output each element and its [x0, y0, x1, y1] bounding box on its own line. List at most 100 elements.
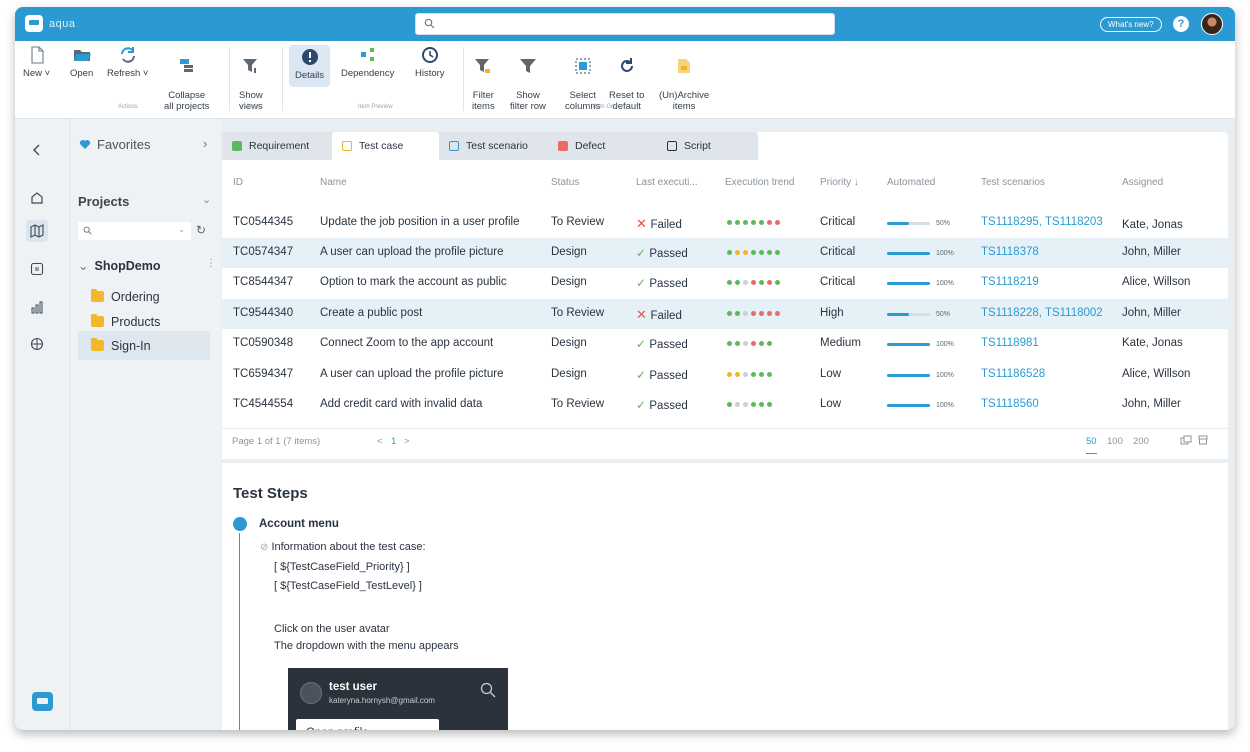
cell-id[interactable]: TC0544345: [233, 216, 294, 228]
folder-products[interactable]: Products: [78, 307, 210, 336]
cell-name[interactable]: Add credit card with invalid data: [320, 398, 483, 410]
pager-next[interactable]: >: [404, 436, 410, 447]
page-size-200[interactable]: 200: [1133, 436, 1149, 447]
table-row[interactable]: TC8544347 Option to mark the account as p…: [222, 268, 1228, 298]
filter-items-button[interactable]: Filter items: [472, 45, 495, 112]
automated-percent: 100%: [936, 280, 954, 287]
rail-home[interactable]: [26, 187, 48, 209]
cell-name[interactable]: Update the job position in a user profil…: [320, 216, 520, 228]
last-execution-label: Passed: [649, 278, 688, 290]
table-row[interactable]: TC0574347 A user can upload the profile p…: [222, 238, 1228, 268]
tab-defect[interactable]: Defect: [548, 132, 644, 160]
tab-requirement[interactable]: Requirement: [222, 132, 332, 160]
cell-test-scenarios[interactable]: TS1118560: [981, 398, 1039, 410]
cell-test-scenarios[interactable]: TS1118378: [981, 246, 1039, 258]
col-header-automated[interactable]: Automated: [887, 177, 936, 188]
user-avatar[interactable]: [1201, 13, 1223, 35]
rail-reports[interactable]: [26, 296, 48, 318]
global-search-input[interactable]: [415, 13, 835, 35]
cell-test-scenarios[interactable]: TS1118228, TS1118002: [981, 307, 1103, 319]
cell-id[interactable]: TC0574347: [233, 246, 294, 258]
col-header-execution-trend[interactable]: Execution trend: [725, 177, 795, 188]
cell-name[interactable]: A user can upload the profile picture: [320, 246, 504, 258]
pager-prev[interactable]: <: [377, 436, 383, 447]
tab-script[interactable]: Script: [644, 132, 758, 160]
cell-id[interactable]: TC9544340: [233, 307, 294, 319]
show-filter-row-button[interactable]: Show filter row: [510, 45, 546, 112]
col-header-last-execution[interactable]: Last executi...: [636, 177, 698, 188]
history-button[interactable]: History: [415, 45, 445, 79]
cell-id[interactable]: TC8544347: [233, 276, 294, 288]
cell-name[interactable]: Create a public post: [320, 307, 423, 319]
folder-sign-in[interactable]: Sign-In: [78, 331, 210, 360]
tab-test-case[interactable]: Test case: [332, 132, 439, 160]
table-row[interactable]: TC0544345 Update the job position in a us…: [222, 208, 1228, 238]
dropdown-caret-icon[interactable]: ⌄: [178, 225, 185, 234]
select-columns-button[interactable]: Select columns: [565, 45, 600, 112]
cell-test-scenarios[interactable]: TS1118219: [981, 276, 1039, 288]
favorites-item[interactable]: Favorites: [79, 137, 150, 152]
check-icon: ✓: [636, 337, 650, 351]
cell-id[interactable]: TC6594347: [233, 368, 294, 380]
cell-status: To Review: [551, 216, 605, 228]
chevron-right-icon[interactable]: ›: [203, 136, 208, 151]
rail-map[interactable]: [26, 220, 48, 242]
tab-test-scenario[interactable]: Test scenario: [439, 132, 548, 160]
reset-default-button[interactable]: Reset to default: [609, 45, 644, 112]
details-button[interactable]: Details: [289, 45, 331, 87]
automated-progress-fill: [887, 343, 930, 346]
col-header-test-scenarios[interactable]: Test scenarios: [981, 177, 1045, 188]
trend-dot: [767, 372, 772, 377]
step-field-test-level: [ ${TestCaseField_TestLevel} ]: [274, 580, 422, 592]
trend-dot: [735, 341, 740, 346]
help-button[interactable]: ?: [1173, 16, 1189, 32]
table-row[interactable]: TC4544554 Add credit card with invalid da…: [222, 390, 1228, 420]
table-row[interactable]: TC0590348 Connect Zoom to the app account…: [222, 329, 1228, 359]
tree-root-shopdemo[interactable]: ⌄ ShopDemo: [78, 258, 160, 273]
folder-ordering[interactable]: Ordering: [78, 282, 210, 311]
project-search-input[interactable]: ⌄: [78, 222, 191, 240]
trend-dot: [759, 220, 764, 225]
item-grid-panel: Requirement Test case Test scenario Defe…: [222, 132, 1228, 459]
cell-name[interactable]: A user can upload the profile picture: [320, 368, 504, 380]
more-options-icon[interactable]: ⋮: [206, 258, 216, 269]
col-header-assigned[interactable]: Assigned: [1122, 177, 1164, 188]
app-logo[interactable]: aqua: [25, 15, 75, 32]
chevron-down-icon[interactable]: ⌄: [202, 194, 212, 206]
show-views-button[interactable]: Show views: [239, 45, 263, 112]
cell-name[interactable]: Option to mark the account as public: [320, 276, 507, 288]
cell-id[interactable]: TC0590348: [233, 337, 294, 349]
pager-page-1[interactable]: 1: [391, 436, 397, 447]
page-size-50[interactable]: 50: [1086, 436, 1097, 454]
collapse-rail-button[interactable]: [26, 139, 48, 161]
table-row[interactable]: TC6594347 A user can upload the profile p…: [222, 360, 1228, 390]
cell-name[interactable]: Connect Zoom to the app account: [320, 337, 494, 349]
step-screenshot[interactable]: test user kateryna.hornysh@gmail.com Ope…: [288, 668, 508, 730]
rail-integrations[interactable]: [26, 333, 48, 355]
rail-board[interactable]: [26, 258, 48, 280]
screenshot-user-name: test user: [329, 681, 377, 693]
refresh-button[interactable]: Refresh ˅: [107, 45, 148, 79]
collapse-projects-button[interactable]: Collapse all projects: [164, 45, 209, 112]
project-refresh-icon[interactable]: ↻: [196, 223, 207, 237]
col-header-priority[interactable]: Priority ↓: [820, 177, 859, 188]
cell-test-scenarios[interactable]: TS1118981: [981, 337, 1039, 349]
new-label: New ˅: [23, 68, 51, 79]
export-icon[interactable]: [1180, 435, 1192, 448]
open-button[interactable]: Open: [70, 45, 93, 79]
unarchive-button[interactable]: (Un)Archive items: [659, 45, 709, 112]
col-header-id[interactable]: ID: [233, 177, 243, 188]
whats-new-button[interactable]: What's new?: [1100, 17, 1162, 32]
archive-box-icon[interactable]: [1198, 435, 1208, 448]
new-button[interactable]: New ˅: [23, 45, 50, 79]
cell-id[interactable]: TC4544554: [233, 398, 294, 410]
col-header-name[interactable]: Name: [320, 177, 347, 188]
page-size-100[interactable]: 100: [1107, 436, 1123, 447]
col-header-status[interactable]: Status: [551, 177, 580, 188]
cell-assigned: Kate, Jonas: [1122, 337, 1183, 349]
dependency-button[interactable]: Dependency: [341, 45, 394, 79]
table-row[interactable]: TC9544340 Create a public post To Review ✕ …: [222, 299, 1228, 329]
cell-test-scenarios[interactable]: TS1118295, TS1118203: [981, 216, 1103, 228]
cell-status: Design: [551, 246, 587, 258]
cell-test-scenarios[interactable]: TS11186528: [981, 368, 1046, 380]
